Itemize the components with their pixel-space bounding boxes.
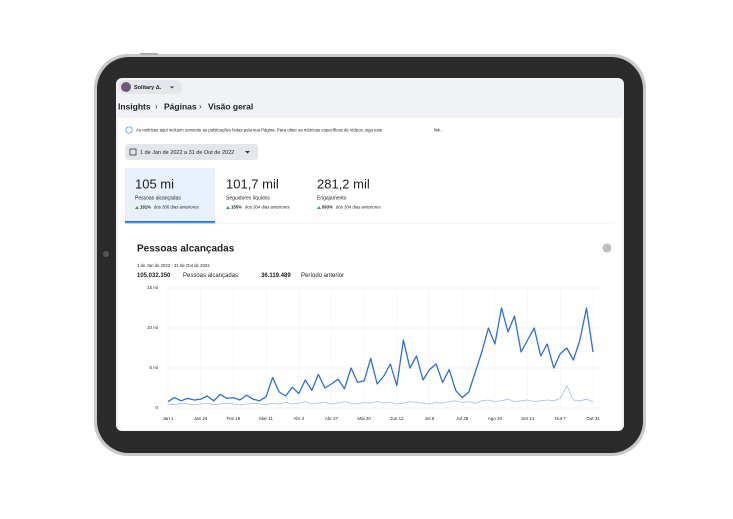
y-tick-label: 5 mi [149, 365, 158, 370]
calendar-icon [129, 148, 137, 156]
tablet-button [140, 53, 158, 55]
dropdown-icon [245, 151, 250, 154]
chart-title: Pessoas alcançadas [137, 244, 235, 255]
up-arrow [317, 206, 321, 209]
breadcrumb-item: Visão geral [208, 101, 253, 111]
x-tick-label: Mar 11 [259, 416, 273, 421]
metric-label: Pessoas alcançadas [135, 195, 181, 201]
date-button[interactable] [125, 144, 258, 160]
series-line [167, 307, 594, 403]
info-text: As métricas aqui incluem somente as publ… [136, 128, 383, 133]
metric-change: 893% [322, 205, 333, 210]
chart-subtitle: 1 de Jan de 2022 - 31 de Out de 2022 [137, 263, 210, 268]
x-tick-label: Jul 5 [425, 416, 435, 421]
help-icon[interactable] [602, 243, 612, 253]
info-icon [125, 126, 133, 134]
account-name: Solitary Δ. [134, 85, 162, 91]
x-tick-label: Jul 28 [456, 416, 469, 421]
x-tick-label: Jan 1 [162, 416, 174, 421]
up-arrow [226, 206, 230, 209]
summary-label: Período anterior [301, 273, 344, 279]
info-link[interactable]: link. [434, 128, 442, 133]
metric-value: 101,7 mil [226, 176, 279, 191]
y-tick-label: 0 [155, 405, 158, 410]
x-tick-label: Jan 24 [194, 416, 208, 421]
breadcrumb-item[interactable]: Páginas [164, 101, 197, 111]
metric-note: dos 304 dias anteriores [245, 205, 290, 210]
dropdown-icon [170, 86, 174, 89]
summary-label: Pessoas alcançadas [183, 273, 238, 279]
breadcrumb-sep: › [155, 102, 158, 111]
metric-card-selected[interactable] [125, 168, 215, 222]
account-button[interactable] [118, 80, 182, 94]
x-tick-label: Mai 20 [357, 416, 371, 421]
breadcrumb-sep: › [199, 102, 202, 111]
metric-change: 155% [231, 205, 242, 210]
metric-value: 105 mi [135, 176, 174, 191]
avatar [121, 82, 131, 92]
x-tick-label: Out 7 [555, 416, 567, 421]
x-tick-label: Out 31 [586, 416, 600, 421]
x-tick-label: Abr 4 [293, 416, 304, 421]
x-tick-label: Set 14 [521, 416, 535, 421]
metric-note: dos 304 dias anteriores [336, 205, 381, 210]
metric-underline [125, 221, 215, 224]
up-arrow [135, 206, 139, 209]
metric-change: 191% [140, 205, 151, 210]
summary-value: 36.119.489 [261, 273, 291, 279]
x-tick-label: Jun 12 [390, 416, 404, 421]
y-tick-label: 15 mi [147, 285, 158, 290]
metric-value: 281,2 mil [317, 176, 370, 191]
metric-label: Engajamento [317, 195, 347, 201]
x-tick-label: Fev 16 [227, 416, 241, 421]
metric-note: dos 306 dias anteriores [154, 205, 199, 210]
x-tick-label: Abr 27 [325, 416, 339, 421]
tablet-camera [103, 251, 109, 257]
y-tick-label: 10 mi [147, 325, 158, 330]
summary-value: 105.032.350 [137, 273, 171, 279]
breadcrumb-item[interactable]: Insights [118, 101, 151, 111]
series-line [167, 385, 594, 406]
metric-label: Seguidores líquidos [226, 195, 270, 201]
x-tick-label: Ago 20 [488, 416, 503, 421]
date-range: 1 de Jan de 2022 a 31 de Out de 2022 [140, 150, 234, 156]
